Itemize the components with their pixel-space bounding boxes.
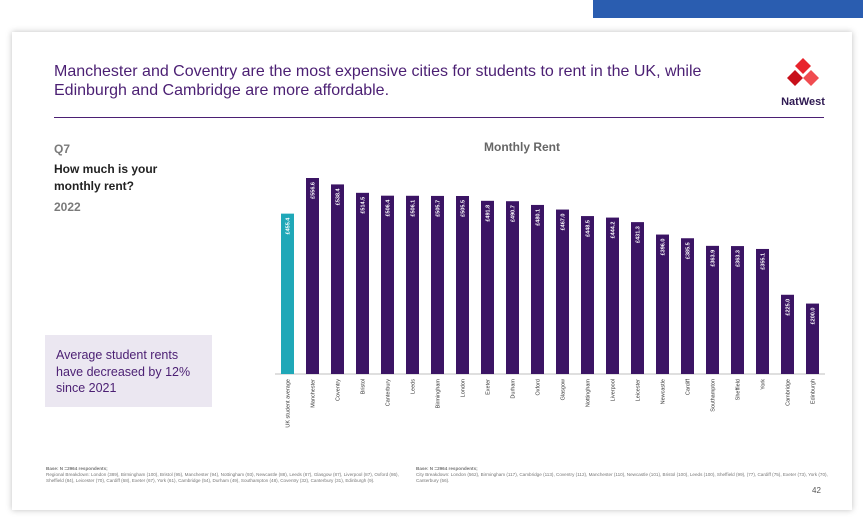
category-tick-label: Durham <box>511 379 517 399</box>
question-text: How much is your monthly rent? <box>54 162 158 193</box>
bar-value-label: £431.3 <box>636 226 642 243</box>
category-tick-label: Leicester <box>636 379 642 401</box>
category-tick-label: London <box>461 379 467 397</box>
callout-box: Average student rents have decreased by … <box>45 335 212 407</box>
category-tick-label: Leeds <box>411 379 417 394</box>
bar-value-label: £363.3 <box>736 250 742 267</box>
bar-nottingham <box>581 216 594 374</box>
category-tick-label: Birmingham <box>436 379 442 409</box>
bar-cambridge <box>781 294 794 374</box>
footnote-right: Base: N =2964 respondents; City Breakdow… <box>416 466 836 484</box>
bar-manchester <box>306 178 319 374</box>
bar-value-label: £355.1 <box>761 253 767 270</box>
category-tick-label: Liverpool <box>611 379 617 401</box>
bar-value-label: £490.7 <box>511 205 517 222</box>
bar-exeter <box>481 200 494 374</box>
bar-canterbury <box>381 195 394 374</box>
category-tick-label: York <box>761 379 767 390</box>
bar-value-label: £385.5 <box>686 242 692 259</box>
question-year: 2022 <box>54 200 81 214</box>
bar-leeds <box>406 195 419 374</box>
bar-birmingham <box>431 195 444 374</box>
brand-logo: NatWest <box>778 57 828 108</box>
title-divider <box>54 117 824 118</box>
bar-value-label: £455.4 <box>286 217 292 235</box>
bar-york <box>756 248 769 374</box>
slide-headline: Manchester and Coventry are the most exp… <box>54 63 702 99</box>
bar-leicester <box>631 222 644 374</box>
category-tick-label: Newcastle <box>661 379 667 404</box>
header-accent-bar <box>593 0 863 18</box>
bar-oxford <box>531 204 544 374</box>
category-tick-label: Nottingham <box>586 379 592 408</box>
bar-uk-student-average <box>281 213 294 374</box>
category-tick-label: Edinburgh <box>811 379 817 404</box>
bar-value-label: £491.8 <box>486 205 492 222</box>
bar-value-label: £396.0 <box>661 239 667 256</box>
bar-value-label: £225.0 <box>786 299 792 316</box>
bar-coventry <box>331 184 344 374</box>
category-tick-label: Bristol <box>361 379 367 394</box>
brand-name: NatWest <box>781 96 825 108</box>
footnote-left-heading: Base: N =2964 respondents; <box>46 466 108 471</box>
category-tick-label: Oxford <box>536 379 542 396</box>
bar-value-label: £538.4 <box>336 187 342 205</box>
chart-title: Monthly Rent <box>484 140 560 154</box>
footnote-right-heading: Base: N =2964 respondents; <box>416 466 478 471</box>
bar-value-label: £448.5 <box>586 220 592 237</box>
bar-liverpool <box>606 217 619 374</box>
bar-value-label: £363.9 <box>711 250 717 267</box>
question-number: Q7 <box>54 142 71 156</box>
footnote-right-body: City Breakdown: London (562), Birmingham… <box>416 472 828 483</box>
bar-cardiff <box>681 238 694 374</box>
footnote-left-body: Regional Breakdown: London (389), Birmin… <box>46 472 399 483</box>
bar-durham <box>506 201 519 374</box>
category-tick-label: Cambridge <box>786 379 792 406</box>
category-tick-label: UK student average <box>286 379 292 428</box>
natwest-cubes-icon <box>787 58 819 86</box>
bar-southampton <box>706 245 719 374</box>
category-tick-label: Canterbury <box>386 379 392 406</box>
category-tick-label: Glasgow <box>561 379 567 400</box>
bar-value-label: £505.5 <box>461 200 467 217</box>
bar-bristol <box>356 192 369 374</box>
bar-sheffield <box>731 246 744 374</box>
bar-edinburgh <box>806 303 819 374</box>
footnote-left: Base: N =2964 respondents; Regional Brea… <box>46 466 406 484</box>
bar-value-label: £444.2 <box>611 222 617 239</box>
category-tick-label: Manchester <box>311 379 317 408</box>
bar-value-label: £480.1 <box>536 209 542 226</box>
category-tick-label: Sheffield <box>736 379 742 400</box>
bar-value-label: £514.5 <box>361 197 367 214</box>
bar-newcastle <box>656 234 669 374</box>
bar-value-label: £200.0 <box>811 308 817 325</box>
category-tick-label: Southampton <box>711 379 717 412</box>
callout-text: Average student rents have decreased by … <box>56 348 191 395</box>
category-tick-label: Coventry <box>336 379 342 401</box>
category-tick-label: Exeter <box>486 379 492 395</box>
bar-london <box>456 195 469 374</box>
bar-glasgow <box>556 209 569 374</box>
bar-value-label: £506.1 <box>411 200 417 217</box>
bar-value-label: £467.0 <box>561 214 567 231</box>
bar-value-label: £505.7 <box>436 200 442 217</box>
category-tick-label: Cardiff <box>686 379 692 396</box>
bar-value-label: £506.4 <box>386 199 392 217</box>
bar-value-label: £556.6 <box>311 182 317 199</box>
page-number: 42 <box>812 486 821 495</box>
